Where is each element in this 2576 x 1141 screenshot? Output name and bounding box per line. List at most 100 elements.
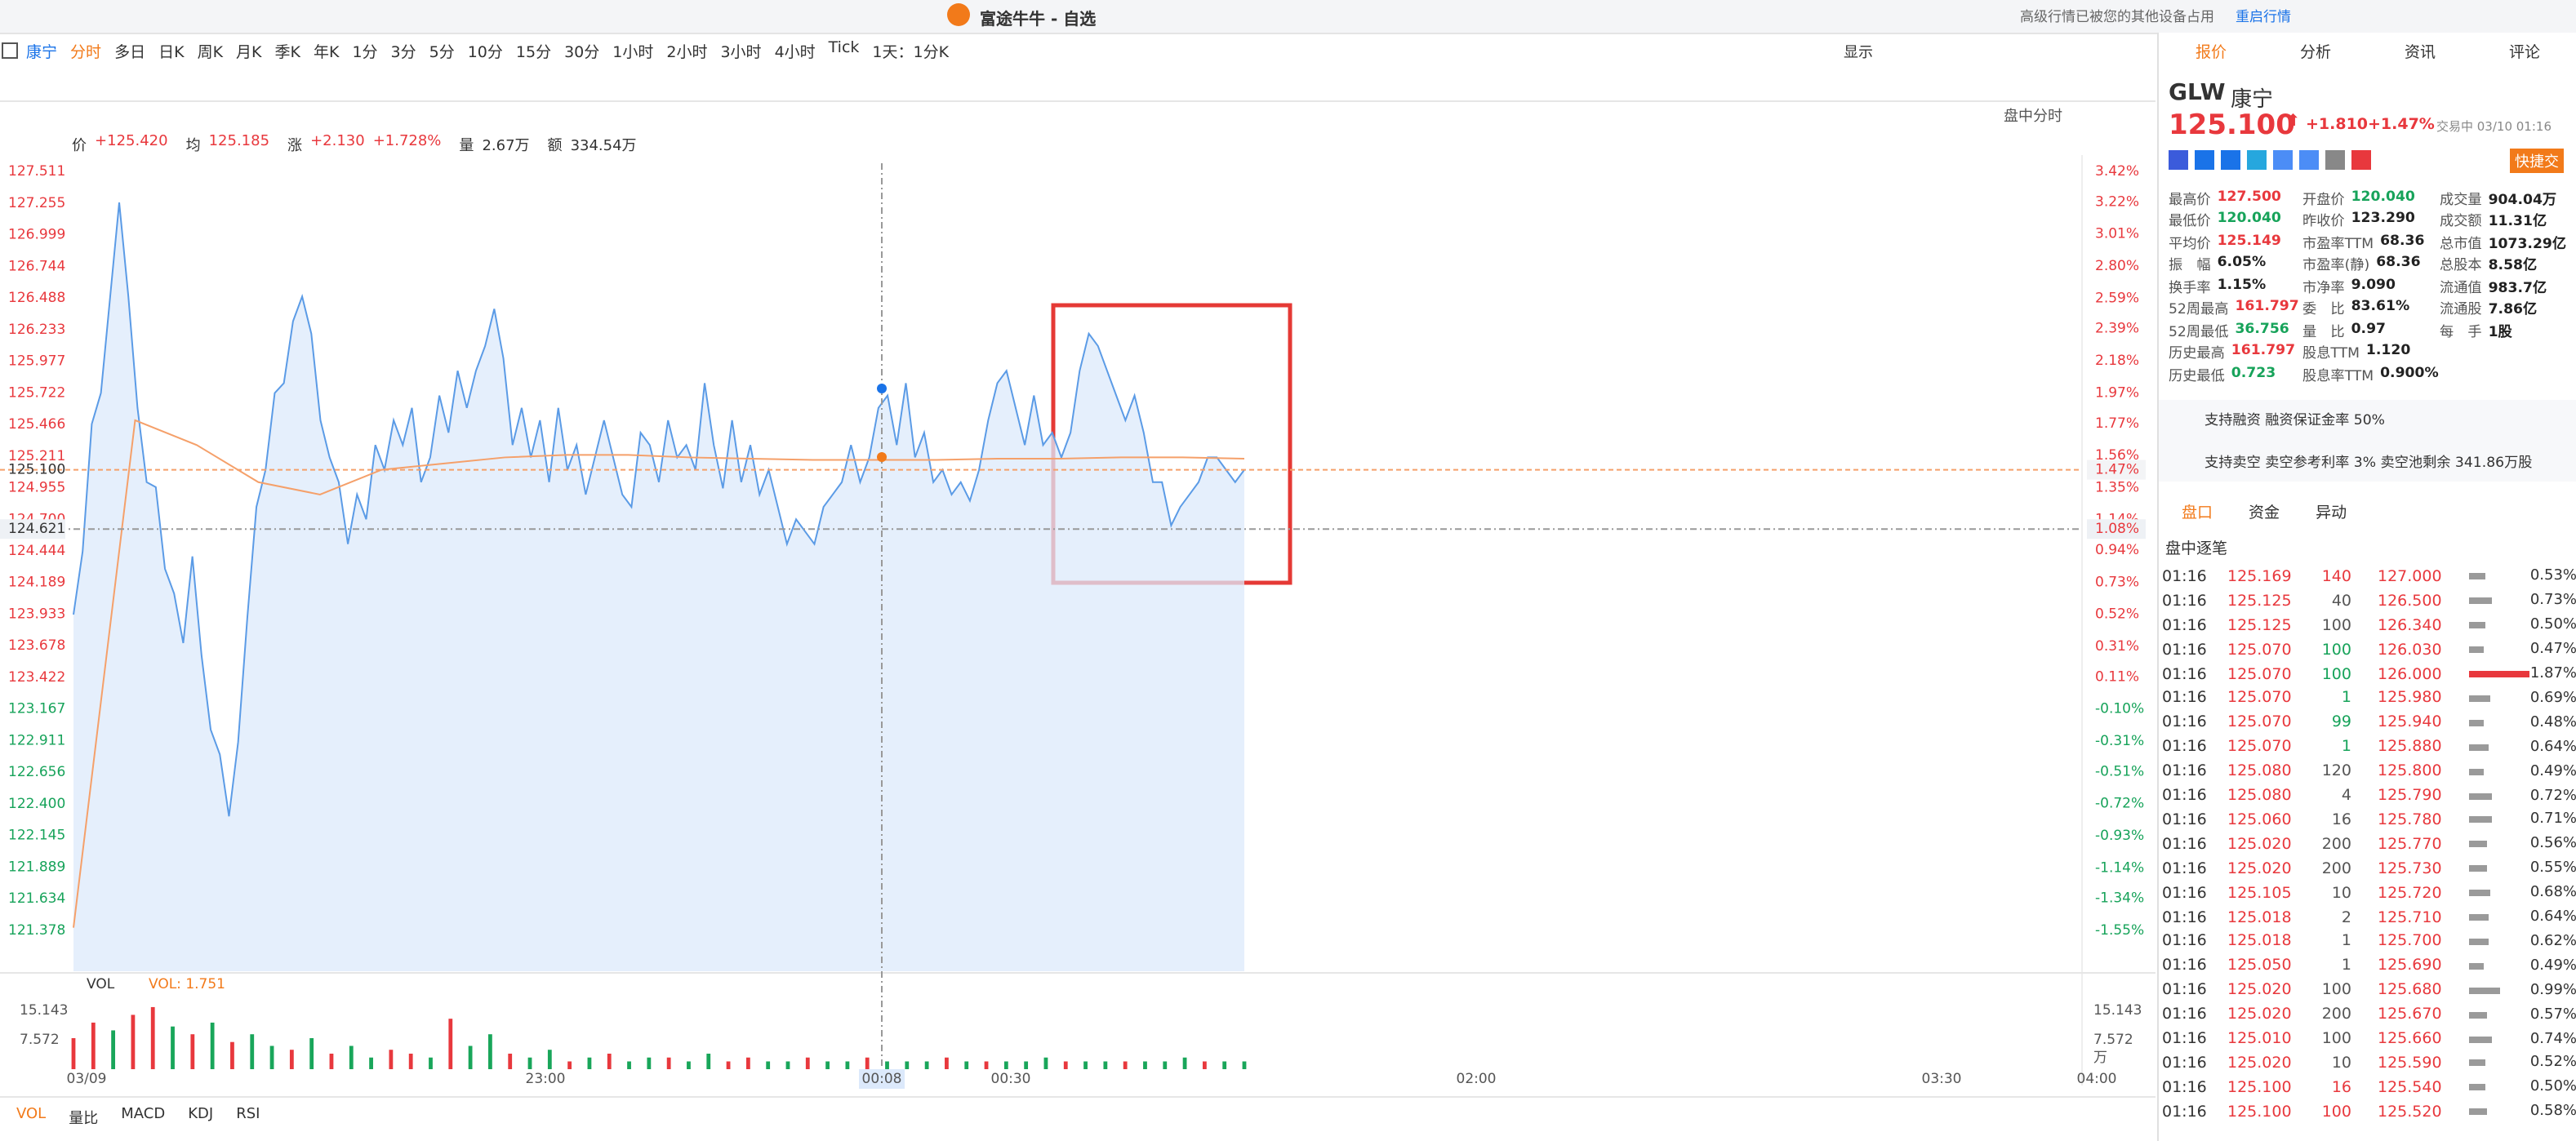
tick-row: 01:16 125.060 16 (2162, 808, 2365, 832)
period-tab[interactable]: 10分 (467, 44, 503, 62)
stat-value: 7.86亿 (2488, 302, 2538, 319)
level-price: 125.540 (2378, 1078, 2442, 1097)
tick-row: 01:16 125.100 100 (2162, 1100, 2365, 1125)
period-tab[interactable]: 1天：1分K (872, 44, 950, 62)
sub-tab[interactable]: 资金 (2249, 504, 2280, 522)
tick-volume: 120 (2321, 762, 2351, 781)
stat-value: 120.040 (2217, 211, 2281, 228)
indicator-tab[interactable]: KDJ (188, 1107, 214, 1123)
tick-row: 01:16 125.070 1 (2162, 735, 2365, 760)
indicator-tab[interactable]: RSI (236, 1107, 260, 1123)
stats-row: 历史最高 161.797 股息TTM 1.120 (2169, 342, 2576, 364)
tick-volume: 1 (2341, 957, 2351, 975)
period-tab[interactable]: 4小时 (774, 44, 816, 62)
level-bar (2468, 816, 2492, 824)
tick-row: 01:16 125.100 16 (2162, 1076, 2365, 1100)
sidebar-toggle[interactable] (2, 42, 18, 59)
side-tab[interactable]: 评论 (2508, 44, 2540, 62)
level-row: 125.520 0.58% (2378, 1100, 2576, 1125)
volume-bar (349, 1046, 354, 1069)
stats-row: 52周最高 161.797 委 比 83.61% 流通股 7.86亿 (2169, 298, 2576, 320)
y2-tick-label: 2.80% (2095, 258, 2139, 274)
level-price: 126.340 (2378, 616, 2442, 635)
level-pct: 0.73% (2529, 593, 2576, 610)
stat-value: 36.756 (2235, 321, 2289, 338)
value: +2.130 (310, 134, 365, 150)
indicator-tab[interactable]: VOL (16, 1107, 47, 1123)
y2-tick-label: 1.97% (2095, 384, 2139, 401)
side-tab[interactable]: 分析 (2299, 44, 2331, 62)
level-pct: 0.53% (2529, 568, 2576, 585)
level-bar-wrap (2468, 987, 2527, 994)
level-row: 125.780 0.71% (2378, 808, 2576, 832)
stat: 市盈率(静) 68.36 (2302, 255, 2440, 275)
tick-volume: 100 (2321, 641, 2351, 659)
period-tab[interactable]: 周K (197, 44, 224, 62)
stat-value: 161.797 (2235, 299, 2299, 316)
period-tab[interactable]: 多日 (114, 44, 146, 62)
tick-time: 01:16 (2162, 981, 2207, 1000)
mode-select[interactable]: 盘中分时 (2004, 109, 2063, 126)
stat: 最低价 120.040 (2169, 211, 2302, 231)
quick-trade[interactable]: 快捷交 (2510, 149, 2565, 173)
stat: 股息率TTM 0.900% (2302, 366, 2440, 385)
volume-bar (1063, 1061, 1068, 1069)
volume-bar (745, 1057, 750, 1069)
stat: 历史最低 0.723 (2169, 366, 2302, 385)
restart-link[interactable]: 重启行情 (2236, 10, 2292, 26)
volume-bar (468, 1046, 473, 1069)
tick-time: 01:16 (2162, 859, 2207, 878)
period-tab[interactable]: 日K (158, 44, 185, 62)
period-tab[interactable]: 1分 (352, 44, 378, 62)
tick-time: 01:16 (2162, 957, 2207, 975)
x-tick-label: 00:08 (862, 1071, 902, 1087)
period-tab[interactable]: 1小时 (612, 44, 654, 62)
y-tick-label: 125.466 (8, 416, 65, 433)
period-tab[interactable]: 季K (274, 44, 300, 62)
stat: 昨收价 123.290 (2302, 211, 2440, 231)
y2-tick-label: 0.11% (2095, 668, 2139, 685)
side-tab[interactable]: 报价 (2195, 44, 2227, 62)
period-tab[interactable]: 5分 (429, 44, 455, 62)
period-tab[interactable]: 3分 (390, 44, 416, 62)
tick-price: 125.080 (2227, 762, 2292, 781)
level-bar-wrap (2468, 597, 2527, 605)
volume-bar (250, 1034, 255, 1069)
period-tab[interactable]: 年K (313, 44, 340, 62)
period-tab[interactable]: Tick (828, 39, 860, 57)
volume-bar (1123, 1061, 1128, 1069)
period-tab[interactable]: 15分 (515, 44, 552, 62)
volume-bar (408, 1053, 413, 1069)
y-tick-label: 125.722 (8, 384, 65, 401)
period-tab[interactable]: 月K (236, 44, 262, 62)
stock-tab[interactable]: 康宁 (26, 44, 58, 62)
indicator-tab[interactable]: 量比 (69, 1112, 99, 1128)
period-tab[interactable]: 3小时 (720, 44, 762, 62)
side-tab[interactable]: 资讯 (2404, 44, 2436, 62)
stat: 振 幅 6.05% (2169, 255, 2302, 275)
display-menu[interactable]: 显示 (1844, 46, 1874, 62)
level-bar (2468, 890, 2491, 897)
tick-row: 01:16 125.018 1 (2162, 930, 2365, 954)
period-tab[interactable]: 2小时 (666, 44, 708, 62)
level-price: 125.880 (2378, 738, 2442, 757)
period-tab[interactable]: 分时 (70, 44, 102, 62)
stat-label: 每 手 (2440, 324, 2482, 341)
period-tabs: 康宁 分时 多日 日K 周K 月K 季K 年K 1分 3分 5分 10分 15分 30分 1小时 2小时 3小… (26, 39, 949, 62)
sub-tab[interactable]: 盘口 (2182, 504, 2213, 522)
stat-label: 股息TTM (2302, 346, 2360, 363)
indicator-tab[interactable]: MACD (121, 1107, 166, 1123)
logo (947, 3, 970, 26)
tick-volume: 100 (2321, 1030, 2351, 1049)
change-pct: +1.47% (2368, 116, 2435, 134)
sub-tab[interactable]: 异动 (2316, 504, 2347, 522)
stat-value: 123.290 (2351, 211, 2415, 228)
volume-bar (91, 1022, 96, 1069)
level-bar (2468, 768, 2485, 775)
volume-bar (289, 1050, 294, 1069)
tick-time: 01:16 (2162, 932, 2207, 951)
volume-bar (1143, 1061, 1147, 1069)
period-tab[interactable]: 30分 (564, 44, 600, 62)
volume-bar (726, 1061, 731, 1069)
tick-volume: 1 (2341, 932, 2351, 951)
